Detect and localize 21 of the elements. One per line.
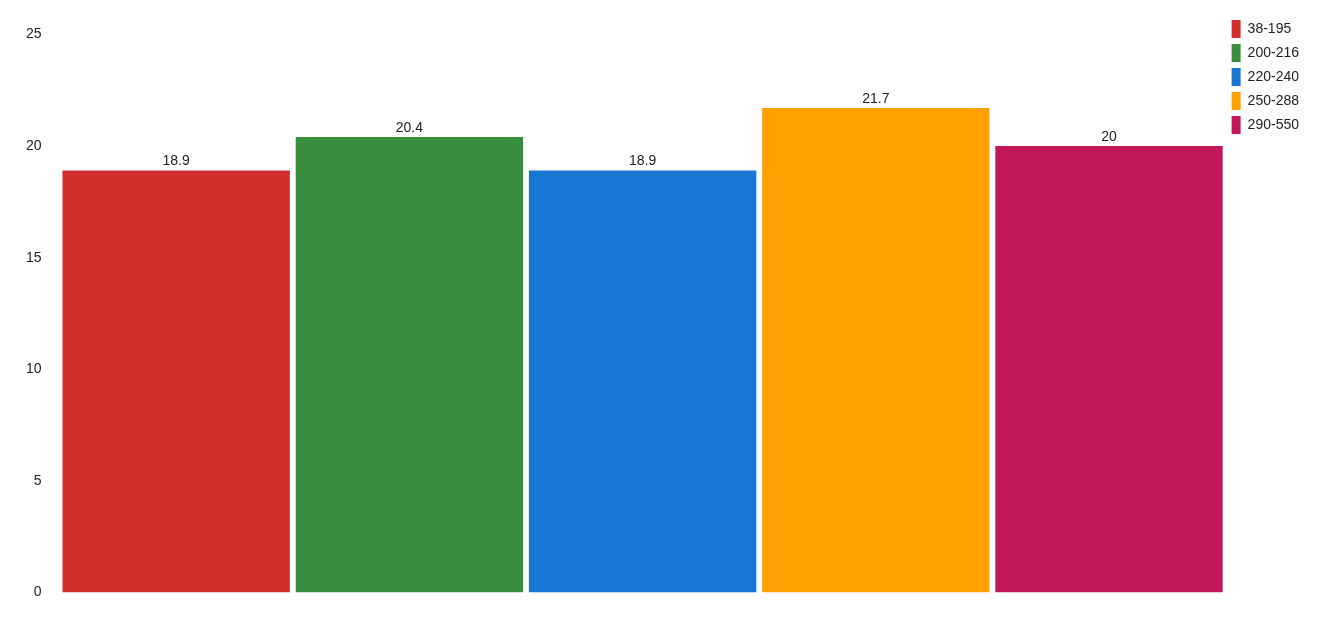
legend-label: 38-195 — [1247, 19, 1292, 36]
y-tick-label: 15 — [25, 248, 42, 265]
bar — [995, 146, 1223, 593]
y-tick-label: 0 — [33, 583, 42, 600]
y-tick-label: 5 — [33, 471, 42, 488]
data-label: 20.4 — [395, 118, 424, 135]
data-label: 18.9 — [628, 152, 657, 169]
data-label: 20 — [1101, 127, 1118, 144]
legend-label: 220-240 — [1247, 67, 1300, 84]
y-tick-label: 10 — [25, 360, 42, 377]
bar — [762, 108, 990, 593]
data-label: 18.9 — [162, 152, 191, 169]
legend-label: 250-288 — [1247, 91, 1300, 108]
y-tick-label: 25 — [25, 25, 42, 42]
legend-label: 200-216 — [1247, 43, 1300, 60]
y-tick-label: 20 — [25, 136, 42, 153]
legend-label: 290-550 — [1247, 115, 1300, 132]
data-label: 21.7 — [862, 89, 890, 106]
bar — [295, 137, 524, 593]
bar — [62, 170, 290, 593]
bar — [528, 170, 757, 593]
